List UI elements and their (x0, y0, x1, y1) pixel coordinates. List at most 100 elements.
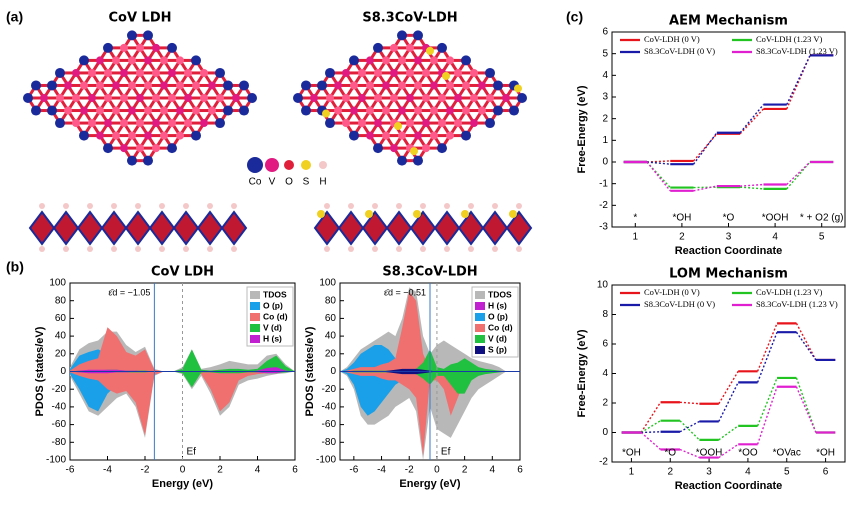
annotation: ε̄d = −0.51 (384, 287, 426, 297)
x-tick-label: 1 (629, 467, 635, 478)
legend-swatch (475, 291, 485, 299)
y-tick-label: 4 (602, 368, 608, 379)
x-tick-label: 2 (679, 232, 685, 243)
atom (358, 119, 366, 128)
y-tick-label: -60 (322, 419, 337, 430)
legend-atom (265, 158, 279, 172)
connector (646, 161, 671, 192)
fermi-label: Ef (441, 447, 451, 458)
atom (168, 68, 176, 77)
atom (208, 81, 216, 90)
atom (486, 94, 494, 102)
atom (96, 131, 104, 140)
y-tick-label: 0 (330, 366, 336, 377)
atom (79, 130, 89, 141)
atom (160, 106, 168, 115)
atom (184, 68, 192, 77)
atom (413, 155, 423, 166)
legend-label: H (s) (488, 300, 507, 310)
atom (438, 94, 446, 102)
atom (492, 246, 498, 252)
atom (136, 94, 144, 102)
atom (64, 106, 72, 115)
atom (112, 131, 120, 140)
atom (382, 56, 390, 65)
legend-atom (284, 160, 294, 170)
atom (414, 131, 422, 140)
atom (231, 246, 237, 252)
atom (120, 144, 128, 153)
atom (103, 143, 113, 154)
legend-atom (301, 160, 311, 170)
y-tick-label: -1 (599, 178, 608, 189)
atom (160, 131, 168, 140)
atom (394, 122, 402, 131)
category-label: *OOH (696, 448, 723, 459)
atom (326, 94, 334, 102)
connector (679, 401, 700, 405)
atom (478, 106, 486, 115)
atom (414, 56, 422, 65)
atom (461, 210, 469, 218)
atom (461, 130, 471, 141)
connector (718, 382, 739, 422)
y-tick-label: 4 (602, 70, 608, 81)
connector (640, 431, 662, 450)
atom (192, 106, 200, 115)
atom (135, 246, 141, 252)
atom (135, 203, 141, 209)
atom (454, 94, 462, 102)
octahedron (196, 210, 224, 246)
dos-area (340, 368, 507, 372)
legend-swatch (475, 335, 485, 343)
atom (231, 203, 237, 209)
atom (478, 81, 486, 90)
atom (358, 68, 366, 77)
atom (112, 81, 120, 90)
atom (72, 68, 80, 77)
y-tick-label: 0 (602, 427, 608, 438)
atom (446, 131, 454, 140)
atom (454, 119, 462, 128)
structure-art (23, 30, 533, 252)
legend-swatch (250, 335, 260, 343)
atom (398, 81, 406, 90)
structure-title: CoV LDH (108, 11, 171, 26)
x-tick-label: 1 (633, 232, 639, 243)
y-tick-label: 2 (602, 398, 608, 409)
legend-label: CoV-LDH (0 V) (644, 34, 700, 44)
octahedron (337, 210, 365, 246)
atom (414, 81, 422, 90)
connector (795, 386, 817, 433)
x-tick-label: 6 (517, 465, 523, 476)
atom (444, 246, 450, 252)
octahedron (52, 210, 80, 246)
panel-label: (b) (6, 259, 24, 275)
atom (446, 81, 454, 90)
connector (740, 186, 764, 190)
atom (88, 94, 96, 102)
atom (127, 30, 137, 41)
atom (159, 246, 165, 252)
x-tick-label: -6 (349, 465, 358, 476)
atom (422, 94, 430, 102)
connector (646, 160, 671, 163)
atom (372, 246, 378, 252)
atom (87, 246, 93, 252)
atom (215, 118, 225, 129)
legend-label: CoV-LDH (1.23 V) (756, 34, 823, 44)
atom (334, 81, 342, 90)
atom (183, 246, 189, 252)
legend-swatch (475, 313, 485, 321)
dos-area (70, 371, 295, 436)
atom (128, 81, 136, 90)
atom (420, 203, 426, 209)
atom (184, 94, 192, 102)
atom (390, 94, 398, 102)
atom (144, 81, 152, 90)
chart-title: AEM Mechanism (669, 14, 788, 29)
atom (398, 56, 406, 65)
legend-swatch (250, 324, 260, 332)
atom (413, 30, 423, 41)
x-axis-label: Energy (eV) (152, 478, 213, 490)
